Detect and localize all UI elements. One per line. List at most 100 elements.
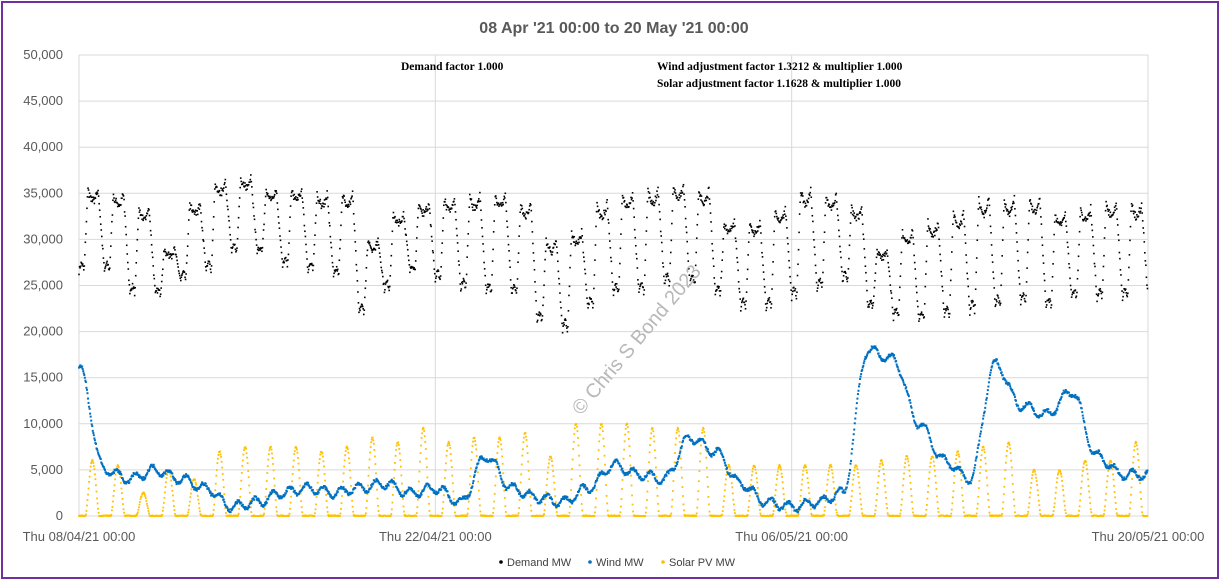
wind-point <box>128 481 130 483</box>
solar-point <box>573 441 575 443</box>
wind-point <box>361 485 363 487</box>
solar-point <box>781 473 783 475</box>
solar-point <box>961 487 963 489</box>
demand-point <box>1007 209 1009 211</box>
demand-point <box>871 303 873 305</box>
demand-point <box>79 267 81 269</box>
demand-point <box>341 202 343 204</box>
wind-point <box>87 398 89 400</box>
wind-point <box>82 368 84 370</box>
wind-point <box>303 486 305 488</box>
demand-point <box>336 266 338 268</box>
demand-point <box>735 240 737 242</box>
demand-point <box>302 201 304 203</box>
solar-point <box>699 470 701 472</box>
demand-point <box>632 200 634 202</box>
solar-point <box>420 452 422 454</box>
demand-point <box>270 197 272 199</box>
solar-point <box>607 510 609 512</box>
demand-point <box>912 230 914 232</box>
demand-point <box>918 314 920 316</box>
solar-point <box>904 466 906 468</box>
demand-point <box>113 197 115 199</box>
solar-point <box>316 489 318 491</box>
demand-point <box>824 215 826 217</box>
demand-point <box>524 213 526 215</box>
demand-point <box>822 272 824 274</box>
demand-point <box>814 254 816 256</box>
demand-point <box>440 266 442 268</box>
demand-point <box>1123 292 1125 294</box>
demand-point <box>89 192 91 194</box>
demand-point <box>459 283 461 285</box>
demand-point <box>745 308 747 310</box>
solar-point <box>595 506 597 508</box>
demand-point <box>1011 206 1013 208</box>
solar-point <box>926 504 928 506</box>
demand-point <box>597 206 599 208</box>
demand-point <box>1136 218 1138 220</box>
demand-point <box>678 199 680 201</box>
solar-point <box>144 495 146 497</box>
solar-point <box>1056 477 1058 479</box>
demand-point <box>660 231 662 233</box>
solar-point <box>550 456 552 458</box>
solar-point <box>415 515 417 517</box>
solar-point <box>86 510 88 512</box>
solar-point <box>832 477 834 479</box>
solar-point <box>373 443 375 445</box>
solar-point <box>214 489 216 491</box>
solar-point <box>215 475 217 477</box>
demand-point <box>240 177 242 179</box>
demand-point <box>887 262 889 264</box>
demand-point <box>273 197 275 199</box>
demand-point <box>314 234 316 236</box>
demand-point <box>504 197 506 199</box>
solar-point <box>370 441 372 443</box>
demand-point <box>783 210 785 212</box>
demand-point <box>187 245 189 247</box>
demand-point <box>703 204 705 206</box>
demand-point <box>658 204 660 206</box>
demand-point <box>643 294 645 296</box>
solar-point <box>598 449 600 451</box>
demand-point <box>433 260 435 262</box>
solar-point <box>977 496 979 498</box>
solar-point <box>572 448 574 450</box>
solar-point <box>1008 442 1010 444</box>
demand-point <box>1023 292 1025 294</box>
demand-point <box>177 266 179 268</box>
demand-point <box>1040 208 1042 210</box>
demand-point <box>583 256 585 258</box>
demand-point <box>462 283 464 285</box>
demand-point <box>315 222 317 224</box>
demand-point <box>902 229 904 231</box>
solar-point <box>856 466 858 468</box>
demand-point <box>1104 227 1106 229</box>
solar-point <box>376 489 378 491</box>
solar-point <box>606 495 608 497</box>
demand-point <box>1025 295 1027 297</box>
demand-point <box>644 274 646 276</box>
solar-point <box>317 475 319 477</box>
demand-point <box>1103 266 1105 268</box>
solar-point <box>1012 491 1014 493</box>
demand-point <box>1017 260 1019 262</box>
wind-point <box>205 483 207 485</box>
demand-point <box>1005 206 1007 208</box>
demand-point <box>152 257 154 259</box>
demand-point <box>533 252 535 254</box>
solar-point <box>446 450 448 452</box>
demand-point <box>503 199 505 201</box>
demand-point <box>562 332 564 334</box>
wind-point <box>471 485 473 487</box>
solar-point <box>861 512 863 514</box>
wind-point <box>242 504 244 506</box>
demand-point <box>778 217 780 219</box>
demand-point <box>236 250 238 252</box>
demand-point <box>924 303 926 305</box>
solar-point <box>212 513 214 515</box>
solar-point <box>526 445 528 447</box>
solar-point <box>187 514 189 516</box>
demand-point <box>1042 244 1044 246</box>
